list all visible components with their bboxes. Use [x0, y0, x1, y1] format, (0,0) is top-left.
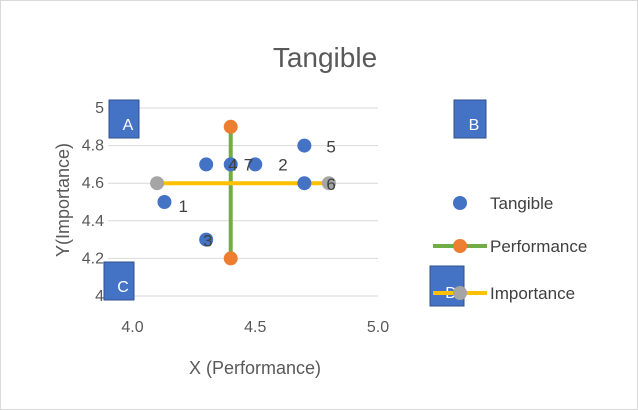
legend-label-tangible: Tangible: [490, 194, 553, 213]
y-axis-title: Y(Importance): [53, 143, 73, 257]
data-label: 7: [244, 155, 253, 174]
legend-label-importance: Importance: [490, 284, 575, 303]
data-label: 4: [228, 155, 237, 174]
data-point: [223, 157, 238, 172]
y-tick-label: 4.4: [82, 213, 104, 230]
data-point: [157, 195, 172, 209]
line-endpoint-marker: [321, 176, 336, 191]
data-point: [199, 157, 214, 172]
data-label: 2: [278, 155, 287, 174]
legend: Tangible Performance Importance: [433, 194, 587, 303]
data-label: 3: [203, 232, 212, 251]
legend-marker-performance: [453, 239, 467, 253]
gridlines: [108, 107, 378, 297]
x-tick-label: 4.0: [121, 319, 143, 336]
quadrant-boxes: ABCD: [103, 99, 487, 307]
point-labels: 1 2 3 4 5 6 7: [178, 138, 335, 251]
y-tick-label: 4: [95, 288, 104, 305]
x-tick-label: 4.5: [244, 319, 266, 336]
data-point: [199, 232, 214, 247]
y-tick-label: 4.2: [82, 250, 104, 267]
x-axis-title: X (Performance): [189, 358, 321, 378]
quadrant-label-a: A: [123, 117, 134, 134]
y-axis-ticks: 4 4.2 4.4 4.6 4.8 5: [82, 100, 104, 305]
x-tick-label: 5.0: [367, 319, 389, 336]
quadrant-label-b: B: [469, 117, 480, 134]
line-endpoint-marker: [223, 119, 238, 134]
chart-title: Tangible: [273, 42, 377, 73]
data-point: [297, 176, 312, 191]
y-tick-label: 5: [95, 100, 104, 117]
legend-marker-importance: [453, 286, 467, 300]
y-tick-label: 4.6: [82, 175, 104, 192]
data-label: 1: [178, 197, 187, 216]
data-label: 6: [326, 175, 335, 194]
legend-label-performance: Performance: [490, 237, 587, 256]
line-endpoint-marker: [150, 176, 165, 191]
quadrant-box-c: [103, 261, 135, 301]
quadrant-label-c: C: [117, 279, 129, 296]
quadrant-box-b: [453, 99, 487, 139]
data-label: 5: [326, 138, 335, 157]
data-point: [297, 138, 312, 153]
quadrant-box-a: [108, 99, 140, 139]
line-endpoint-marker: [223, 251, 238, 266]
legend-marker-tangible: [453, 196, 467, 210]
y-tick-label: 4.8: [82, 138, 104, 155]
x-axis-ticks: 4.0 4.5 5.0: [121, 319, 389, 336]
series-points: [150, 119, 336, 266]
data-point: [248, 157, 263, 172]
